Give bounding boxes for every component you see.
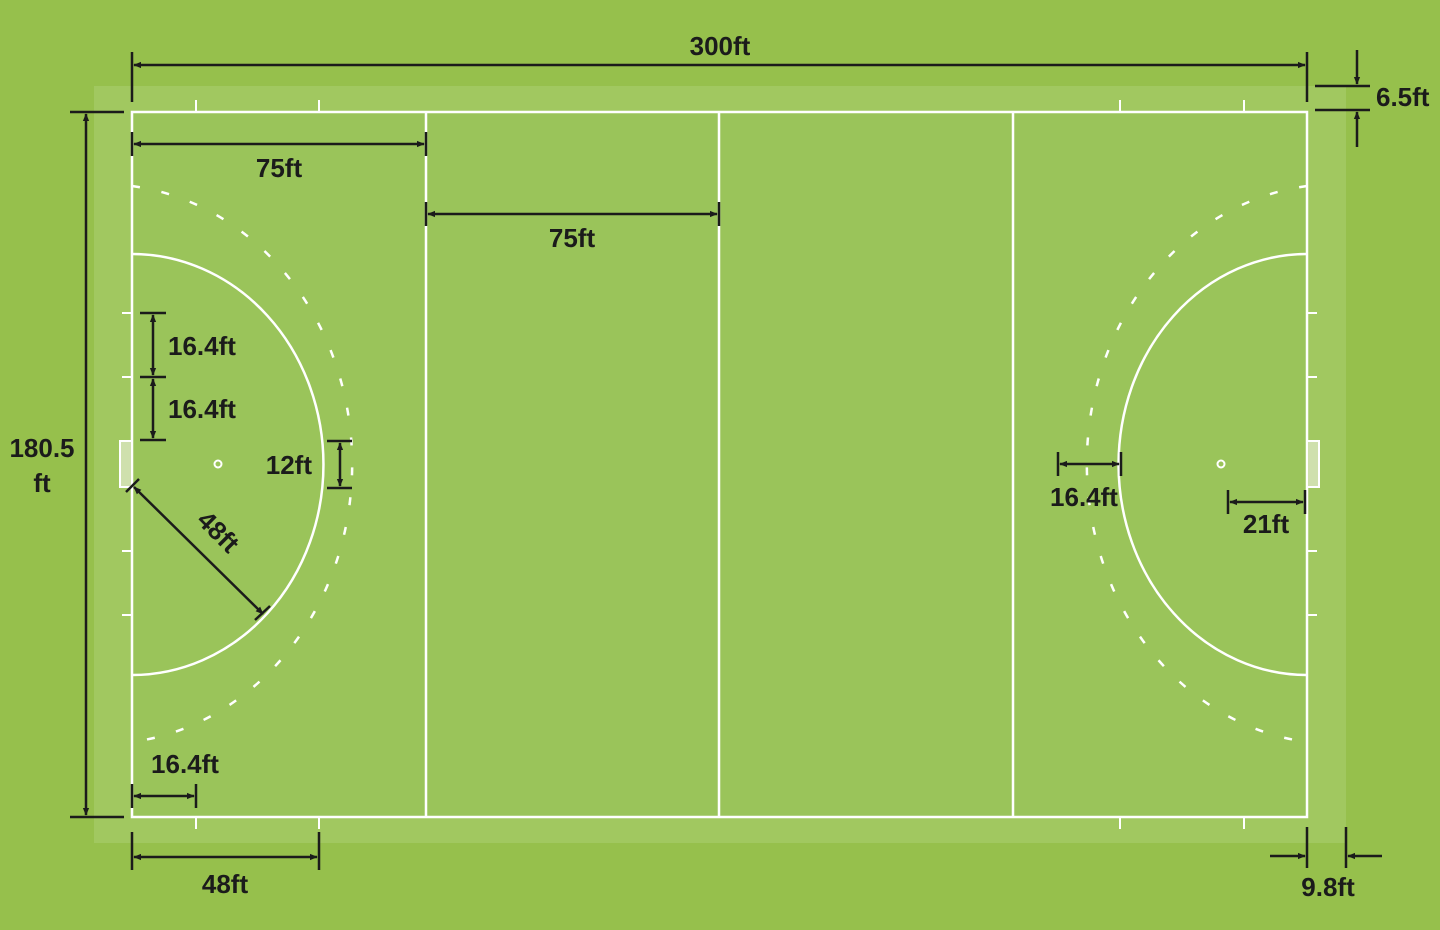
overall-length-label: 300ft [690,31,751,61]
penalty-spot-label: 21ft [1243,509,1290,539]
penalty-spot-right [1216,459,1226,469]
dimension-labels: 300ft 180.5 ft 6.5ft 9.8ft 75ft 75ft 16.… [9,31,1429,902]
runoff-side-label: 6.5ft [1376,82,1430,112]
boundary-tick-marks [122,100,1317,829]
dimension-lines [70,50,1382,870]
quarter-center-label: 75ft [549,223,596,253]
shooting-circle-left [131,252,325,677]
side-mark-label: 48ft [202,869,249,899]
runoff-end-label: 9.8ft [1301,872,1355,902]
pitch-markings [119,100,1320,829]
circle-radius-dimension [133,486,264,615]
goal-left [119,440,133,488]
goal-offset-lower-label: 16.4ft [168,394,236,424]
overall-width-label-line1: 180.5 [9,433,74,463]
goal-offset-upper-label: 16.4ft [168,331,236,361]
corner-mark-label: 16.4ft [151,749,219,779]
goal-right [1306,440,1320,488]
overall-width-label-line2: ft [33,468,51,498]
penalty-spot-left [213,459,223,469]
goal-width-label: 12ft [266,450,313,480]
dashed-gap-label: 16.4ft [1050,482,1118,512]
quarter-left-label: 75ft [256,153,303,183]
